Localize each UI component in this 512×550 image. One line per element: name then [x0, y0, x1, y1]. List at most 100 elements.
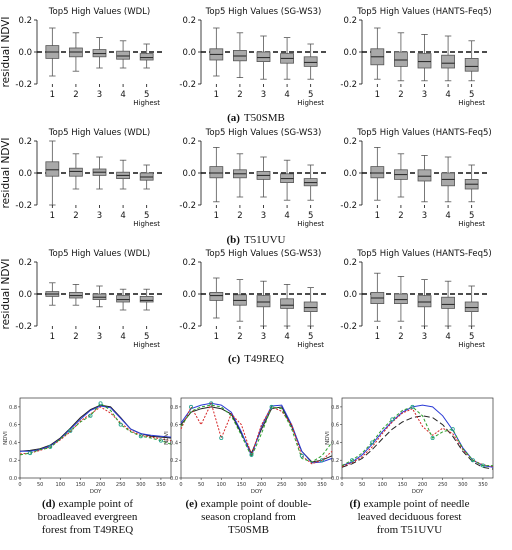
chart-title: Top5 High Values (SG-WS3) [205, 7, 322, 17]
ndvi-series-line [341, 406, 493, 467]
ndvi-observation-marker [189, 404, 194, 409]
x-tick-label: 3 [422, 332, 427, 342]
x-tick-label: 300 [458, 482, 468, 488]
ndvi-observation-marker [269, 404, 274, 409]
plot-frame [19, 397, 172, 479]
x-tick-label: 3 [97, 332, 102, 342]
y-tick-label: 0.2 [170, 458, 178, 464]
x-tick-label: 5 [469, 211, 474, 221]
box-iqr [464, 301, 479, 313]
y-tick-label: 0.6 [331, 423, 339, 429]
x-tick-label: 250 [277, 482, 287, 488]
box [209, 146, 224, 203]
x-tick-label: 200 [418, 482, 428, 488]
y-axis-label: NDVI [164, 431, 170, 445]
x-tick-label: 3 [422, 90, 427, 100]
x-axis-label: DOY [412, 489, 424, 495]
box [233, 153, 247, 198]
box [92, 156, 107, 190]
y-tick-label: 0.0 [18, 169, 32, 179]
box [280, 283, 294, 327]
y-tick-label: 0.0 [331, 476, 339, 482]
x-tick-label: 250 [116, 482, 126, 488]
ndvi-observation-marker [68, 428, 73, 433]
x-tick-label: 100 [55, 482, 65, 488]
x-tick-label: 1 [214, 90, 219, 100]
box [116, 40, 130, 69]
x-tick-label: 3 [261, 332, 266, 342]
x-tick-label: 2 [237, 211, 242, 221]
y-tick-label: 0.4 [331, 440, 339, 446]
ndvi-observation-marker [350, 458, 355, 463]
ndvi-observation-marker [209, 401, 214, 406]
box-iqr [417, 295, 432, 308]
box-iqr [441, 296, 455, 309]
ndvi-panel: 0 50 100 150 200 250 300 350 0.0 0.2 0.4 0.6 0.8 DOY N… [164, 397, 333, 536]
box-iqr [45, 161, 60, 177]
ndvi-panel: 0 50 100 150 200 250 300 350 0.0 0.2 0.4 0.6 0.8 DOY N… [3, 397, 172, 536]
box-iqr [256, 295, 271, 308]
ndvi-series-line [20, 405, 172, 452]
caption-letter: (b) [226, 234, 240, 246]
x-axis-label: DOY [251, 489, 263, 495]
box [394, 275, 408, 322]
box-iqr [370, 166, 385, 179]
x-tick-label: 1 [50, 211, 55, 221]
x-tick-label: 200 [96, 482, 106, 488]
x-tick-label: 300 [136, 482, 146, 488]
x-tick-note: Highest [458, 99, 485, 107]
x-tick-label: 3 [97, 211, 102, 221]
x-tick-label: 150 [237, 482, 247, 488]
box [370, 27, 385, 80]
box [280, 159, 294, 201]
x-tick-label: 4 [284, 211, 289, 221]
y-tick-label: 0.2 [182, 137, 196, 147]
x-tick-label: 3 [422, 211, 427, 221]
box [441, 35, 455, 82]
ndvi-observation-marker [299, 453, 304, 458]
x-tick-label: 1 [375, 332, 380, 342]
box-iqr [441, 54, 455, 69]
x-tick-label: 50 [359, 482, 365, 488]
box-iqr [116, 295, 130, 303]
y-tick-label: 0.8 [331, 405, 339, 411]
box [69, 32, 83, 72]
box [394, 32, 408, 82]
ndvi-observation-marker [138, 434, 143, 439]
box [92, 285, 107, 308]
boxplot-row: Top5 High Values (WDL)0.20.0-0.2residual… [0, 7, 492, 124]
ndvi-observation-marker [430, 435, 435, 440]
box [116, 159, 130, 190]
y-axis-label: residual NDVI [0, 138, 12, 209]
x-axis-label: DOY [90, 489, 102, 495]
panel-caption-line: leaved deciduous forest [358, 511, 462, 523]
y-tick-label: 0.0 [182, 169, 196, 179]
y-tick-label: 0.2 [331, 458, 339, 464]
y-tick-label: -0.2 [340, 201, 357, 211]
y-axis-label: residual NDVI [0, 259, 12, 330]
y-tick-label: 0.2 [343, 258, 357, 268]
box [139, 288, 154, 311]
x-tick-label: 4 [284, 332, 289, 342]
x-tick-label: 2 [73, 90, 78, 100]
box [116, 288, 130, 311]
caption-letter: (f) [350, 498, 361, 510]
panel-caption-line: (f) example point of needle [350, 498, 470, 510]
box [417, 154, 432, 203]
box [370, 146, 385, 201]
box-iqr [256, 51, 271, 63]
ndvi-observation-marker [480, 463, 485, 468]
box [464, 164, 479, 203]
x-tick-label: 350 [156, 482, 166, 488]
x-tick-note: Highest [133, 99, 160, 107]
box [256, 156, 271, 198]
box [209, 277, 224, 319]
x-tick-note: Highest [458, 341, 485, 349]
y-tick-label: 0.8 [9, 405, 17, 411]
y-tick-label: 0.2 [18, 258, 32, 268]
box [233, 279, 247, 322]
box [303, 43, 318, 80]
y-tick-label: 0.0 [182, 290, 196, 300]
chart-title: Top5 High Values (WDL) [48, 249, 150, 259]
x-tick-note: Highest [458, 220, 485, 228]
